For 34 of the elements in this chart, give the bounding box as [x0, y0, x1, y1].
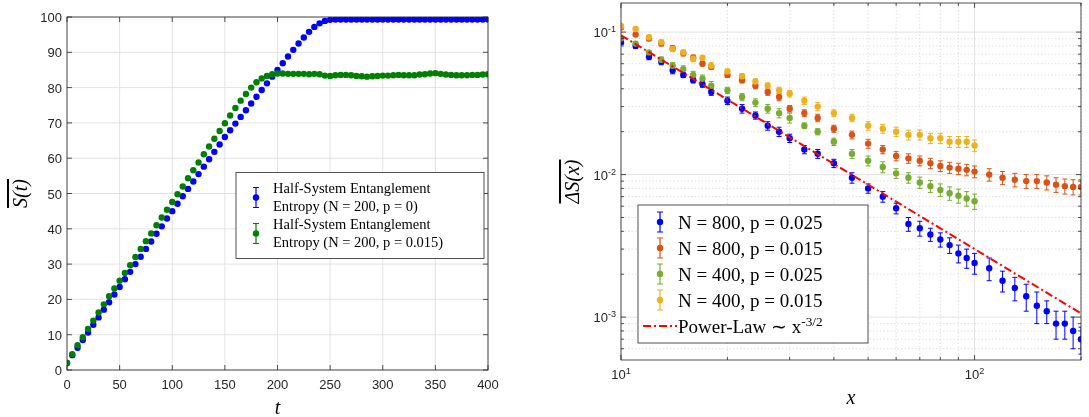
x-axis-title: t [274, 396, 281, 417]
y-tick-label: 10$^{-1}$ [593, 24, 616, 41]
y-axis-title: S(t) [9, 178, 32, 208]
x-tick-label: 200 [266, 377, 289, 392]
y-tick-label: 50 [47, 186, 62, 202]
legend-label: N = 400, p = 0.015 [678, 289, 823, 311]
x-tick-label: 300 [371, 377, 394, 392]
x-axis-title: x [845, 386, 856, 408]
y-tick-label: 40 [47, 221, 62, 237]
x-tick-label: 350 [424, 377, 447, 392]
y-tick-label: 30 [47, 257, 62, 273]
y-tick-label: 100 [40, 10, 62, 25]
legend-label: N = 400, p = 0.025 [678, 263, 823, 285]
y-tick-label: 20 [47, 292, 62, 308]
x-tick-label: 10$^{1}$ [611, 366, 631, 382]
y-axis-title: ΔS(x) [561, 159, 584, 205]
y-tick-label: 10$^{-2}$ [593, 166, 616, 183]
legend-label: Half-System Entanglement Entropy (N = 200, p = 0) [273, 180, 431, 215]
x-tick-label: 250 [319, 377, 341, 392]
y-tick-label: 10 [47, 327, 62, 343]
y-tick-label: 80 [47, 80, 62, 96]
legend-label: Power-Law ∼ x$^{-3/2}$ [678, 313, 823, 337]
legend-label: N = 800, p = 0.015 [678, 237, 823, 259]
x-tick-label: 150 [214, 377, 236, 392]
y-tick-label: 10$^{-3}$ [593, 309, 616, 326]
x-tick-label: 400 [477, 377, 499, 392]
legend-label: Half-System Entanglement Entropy (N = 200, p = 0.015) [273, 216, 444, 251]
y-tick-label: 90 [47, 45, 62, 61]
x-tick-label: 10$^{2}$ [964, 366, 985, 382]
x-tick-label: 100 [161, 377, 184, 392]
legend-label: N = 800, p = 0.025 [678, 211, 823, 233]
x-tick-label: 50 [112, 377, 127, 392]
y-tick-label: 60 [47, 151, 62, 167]
y-tick-label: 70 [47, 115, 62, 131]
